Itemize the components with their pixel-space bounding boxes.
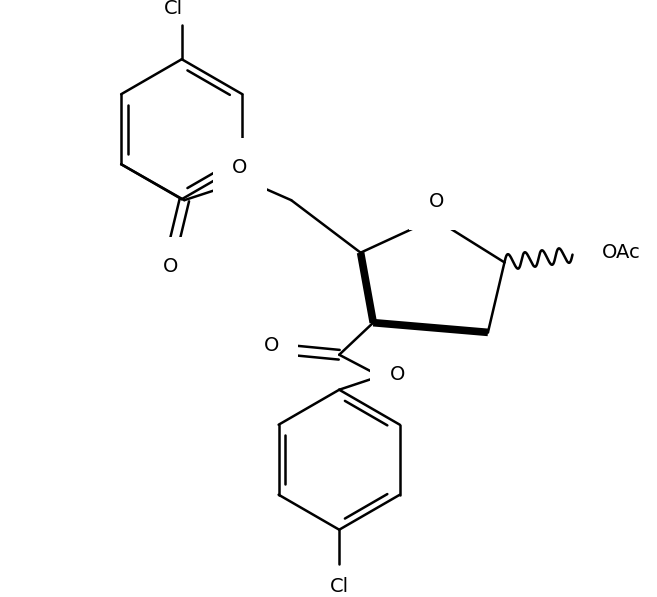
- Text: Cl: Cl: [330, 577, 349, 596]
- Text: OAc: OAc: [602, 243, 641, 262]
- Text: O: O: [163, 257, 179, 276]
- Text: O: O: [232, 158, 248, 177]
- Text: O: O: [390, 365, 405, 384]
- Text: O: O: [263, 337, 279, 355]
- Text: Cl: Cl: [164, 0, 183, 18]
- Text: O: O: [429, 192, 444, 211]
